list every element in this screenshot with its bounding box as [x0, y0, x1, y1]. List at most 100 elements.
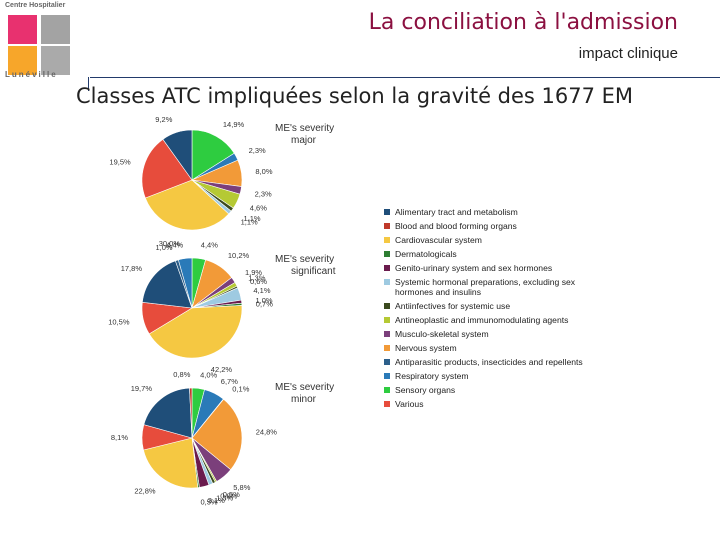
legend-label: Genito-urinary system and sex hormones — [395, 263, 553, 273]
pie-title: major — [291, 135, 317, 146]
hospital-logo: Centre Hospitalier Lunéville — [5, 2, 73, 82]
pie-slice — [177, 257, 193, 309]
legend-item: Blood and blood forming organs — [384, 221, 614, 231]
legend-label: Various — [395, 399, 424, 409]
slice-label: 0,6% — [250, 277, 267, 286]
pie-slice — [191, 129, 235, 181]
legend-label: Respiratory system — [395, 371, 469, 381]
slice-label: 1,9% — [245, 268, 262, 277]
legend-swatch — [384, 265, 390, 271]
logo-square-grey-2 — [41, 46, 70, 75]
pie-slice — [141, 260, 193, 309]
logo-top-text: Centre Hospitalier — [5, 2, 66, 9]
slice-label: 5,8% — [233, 483, 250, 492]
slice-label: 1,0% — [155, 243, 172, 252]
legend-label: Nervous system — [395, 343, 457, 353]
legend-swatch — [384, 401, 390, 407]
slice-label: 1,1% — [244, 214, 261, 223]
slice-label: 1,3% — [248, 274, 265, 283]
slice-label: 4,1% — [253, 286, 270, 295]
legend-item: Antiparasitic products, insecticides and… — [384, 357, 614, 367]
slice-label: 3,1% — [208, 496, 225, 505]
legend-label: Alimentary tract and metabolism — [395, 207, 518, 217]
slice-label: 9,2% — [155, 115, 172, 124]
pie-slice — [162, 129, 193, 181]
legend-label: Cardiovascular system — [395, 235, 482, 245]
slice-label: 1,0% — [256, 296, 273, 305]
legend-item: Sensory organs — [384, 385, 614, 395]
slice-label: 14,9% — [223, 120, 245, 129]
pie-slice — [143, 437, 199, 489]
legend-item: Musculo-skeletal system — [384, 329, 614, 339]
legend-swatch — [384, 279, 390, 285]
legend-swatch — [384, 303, 390, 309]
slice-label: 17,8% — [121, 264, 143, 273]
pie-title: ME's severity — [275, 123, 334, 134]
legend-swatch — [384, 251, 390, 257]
pie-title: significant — [291, 266, 336, 277]
slice-label: 10,2% — [228, 251, 250, 260]
legend-item: Dermatologicals — [384, 249, 614, 259]
slice-label: 4,6% — [250, 203, 267, 212]
pie-title: ME's severity — [275, 382, 334, 393]
legend-item: Respiratory system — [384, 371, 614, 381]
legend-item: Alimentary tract and metabolism — [384, 207, 614, 217]
slice-label: 0,7% — [256, 299, 273, 308]
legend-item: Genito-urinary system and sex hormones — [384, 263, 614, 273]
slice-label: 10,5% — [108, 318, 130, 327]
slice-label: 19,7% — [131, 384, 153, 393]
legend-swatch — [384, 373, 390, 379]
legend-item: Various — [384, 399, 614, 409]
slide-subtitle: impact clinique — [578, 45, 678, 62]
logo-square-grey — [41, 15, 70, 44]
legend-swatch — [384, 345, 390, 351]
legend-swatch — [384, 237, 390, 243]
legend-label: Antiparasitic products, insecticides and… — [395, 357, 583, 367]
legend-swatch — [384, 209, 390, 215]
slice-label: 19,5% — [109, 158, 131, 167]
legend-item: Antiinfectives for systemic use — [384, 301, 614, 311]
pie-slice — [148, 305, 243, 359]
legend-label: Sensory organs — [395, 385, 456, 395]
slice-label: 1,1% — [241, 218, 258, 227]
slice-label: 2,3% — [249, 146, 266, 155]
pie-slice — [189, 387, 193, 439]
slice-label: 8,0% — [255, 167, 272, 176]
legend-item: Systemic hormonal preparations, excludin… — [384, 277, 614, 297]
slice-label: 0,8% — [173, 370, 190, 379]
title-rule — [90, 77, 720, 78]
slice-label: 4,4% — [201, 241, 218, 250]
slice-label: 0,5% — [201, 497, 218, 506]
legend-label: Systemic hormonal preparations, excludin… — [395, 277, 576, 297]
chart-heading: Classes ATC impliquées selon la gravité … — [76, 84, 634, 108]
slice-label: 8,1% — [111, 433, 128, 442]
slice-label: 0,9% — [220, 491, 237, 500]
pie-slice — [143, 387, 193, 439]
slice-label: 4,4% — [166, 241, 183, 250]
pie-title: ME's severity — [275, 254, 334, 265]
slice-label: 2,3% — [255, 189, 272, 198]
legend-label: Antiinfectives for systemic use — [395, 301, 511, 311]
legend-swatch — [384, 223, 390, 229]
legend-item: Antineoplastic and immunomodulating agen… — [384, 315, 614, 325]
legend-label: Blood and blood forming organs — [395, 221, 517, 231]
legend-swatch — [384, 331, 390, 337]
slice-label: 0,1% — [232, 384, 249, 393]
logo-bottom-text: Lunéville — [5, 70, 58, 79]
logo-square-lilac — [8, 46, 37, 75]
slice-label: 1,3% — [216, 493, 233, 502]
logo-square-pink — [8, 15, 37, 44]
legend-swatch — [384, 317, 390, 323]
pie-title: minor — [291, 394, 317, 405]
slice-label: 30,0% — [159, 239, 181, 248]
pie-slice — [191, 398, 243, 471]
slice-label: 4,0% — [200, 371, 217, 380]
slice-label: 42,2% — [211, 365, 233, 374]
legend-label: Dermatologicals — [395, 249, 457, 259]
pie-slice — [144, 179, 230, 231]
chart-legend: Alimentary tract and metabolism Blood and… — [384, 207, 614, 413]
slide-title: La conciliation à l'admission — [368, 10, 678, 35]
legend-swatch — [384, 359, 390, 365]
legend-label: Antineoplastic and immunomodulating agen… — [395, 315, 569, 325]
